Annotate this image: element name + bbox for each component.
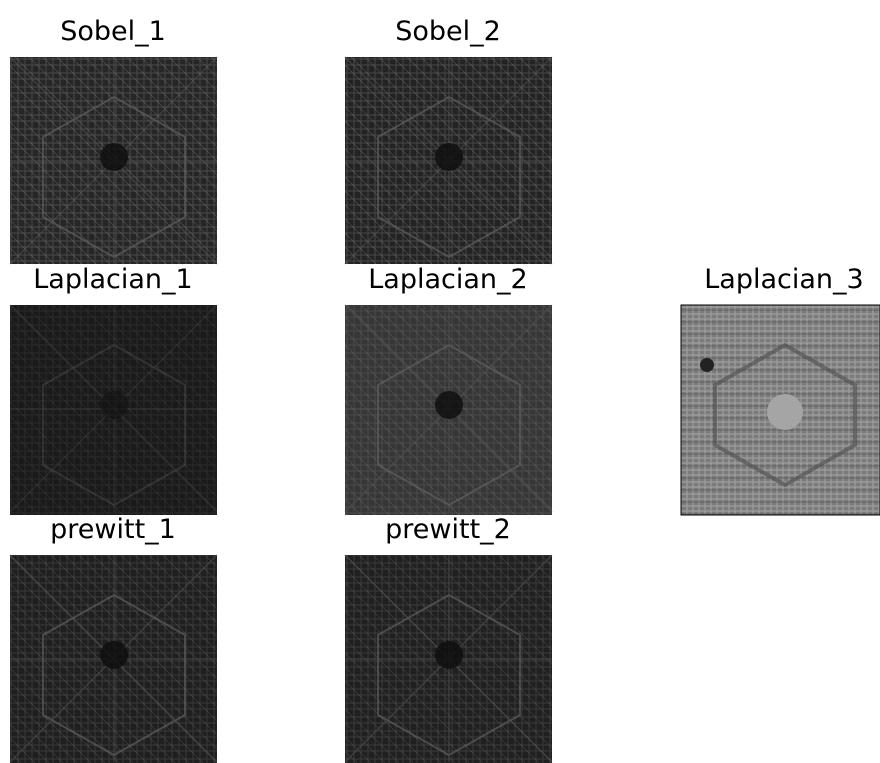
panel-title: Laplacian_2 (368, 264, 527, 295)
panel: prewitt_1 (10, 514, 217, 763)
panel: Laplacian_1 (10, 264, 217, 515)
image-features (10, 555, 217, 762)
panel: prewitt_2 (345, 514, 552, 763)
image-features (10, 57, 217, 264)
panel-title: Laplacian_3 (704, 264, 863, 295)
panel-title: Laplacian_1 (33, 264, 192, 295)
image-features (345, 57, 552, 264)
panel-title: Sobel_1 (60, 16, 166, 47)
image-features (345, 555, 552, 762)
panel: Laplacian_3 (681, 264, 880, 515)
image-features (700, 358, 714, 372)
image-features (767, 394, 803, 430)
image-features (345, 305, 552, 512)
panel-title: prewitt_2 (385, 514, 511, 545)
figure: Sobel_1 Sobel_2 Laplacian_1 Laplacian_2 … (0, 0, 880, 763)
image-features (10, 305, 217, 512)
panel-title: Sobel_2 (395, 16, 501, 47)
panel: Sobel_1 (10, 16, 217, 264)
panel-title: prewitt_1 (50, 514, 176, 545)
panel: Sobel_2 (345, 16, 552, 264)
panel: Laplacian_2 (345, 264, 552, 515)
